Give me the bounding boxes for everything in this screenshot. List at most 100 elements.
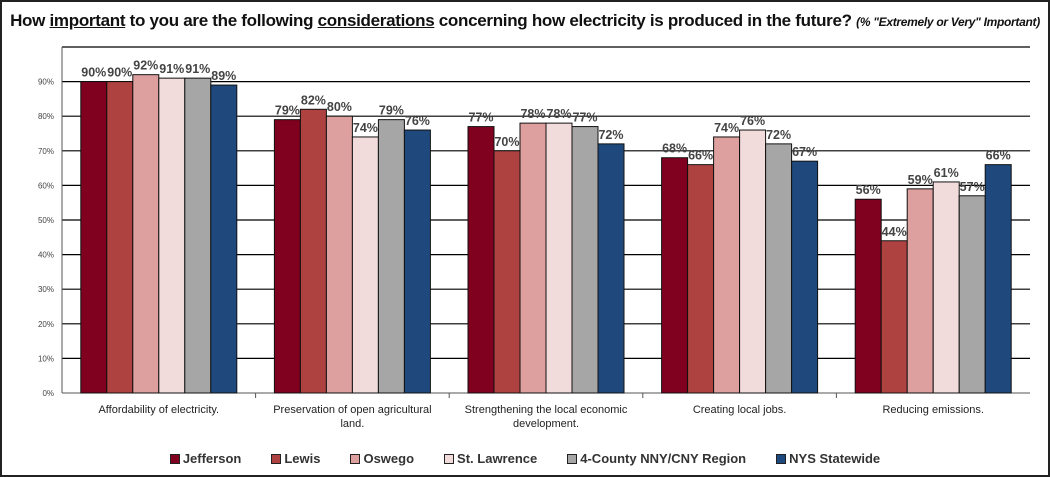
data-label: 56% bbox=[856, 183, 881, 197]
data-label: 68% bbox=[662, 142, 687, 156]
data-label: 77% bbox=[468, 111, 493, 125]
bar bbox=[467, 126, 495, 394]
data-label: 66% bbox=[688, 149, 713, 163]
legend-swatch bbox=[444, 453, 455, 464]
data-label: 74% bbox=[353, 121, 378, 135]
legend-label: NYS Statewide bbox=[789, 451, 881, 466]
y-tick-label: 40% bbox=[38, 251, 54, 260]
bar bbox=[713, 136, 741, 394]
bar bbox=[958, 195, 986, 394]
data-label: 76% bbox=[740, 114, 765, 128]
bar bbox=[984, 164, 1012, 394]
bar bbox=[906, 188, 934, 394]
bar bbox=[351, 136, 379, 394]
bar bbox=[325, 115, 353, 394]
bar bbox=[545, 122, 573, 394]
legend-label: St. Lawrence bbox=[457, 451, 538, 466]
bar bbox=[661, 157, 689, 394]
legend-swatch bbox=[776, 453, 787, 464]
y-tick-label: 20% bbox=[38, 320, 54, 329]
data-label: 72% bbox=[766, 128, 791, 142]
chart-title: How important to you are the following c… bbox=[2, 8, 1048, 35]
y-tick-label: 30% bbox=[38, 285, 54, 294]
y-tick-label: 0% bbox=[42, 389, 54, 398]
data-label: 44% bbox=[882, 225, 907, 239]
data-label: 91% bbox=[185, 62, 210, 76]
data-label: 92% bbox=[133, 59, 158, 73]
x-category-label: Reducing emissions. bbox=[882, 404, 984, 416]
bar bbox=[299, 108, 327, 394]
x-category-label: Preservation of open agricultural bbox=[273, 404, 431, 416]
title-text: to you are the following bbox=[125, 11, 318, 30]
x-category-label: land. bbox=[340, 418, 364, 430]
data-label: 61% bbox=[934, 166, 959, 180]
data-label: 90% bbox=[107, 66, 132, 80]
y-tick-label: 50% bbox=[38, 216, 54, 225]
bar bbox=[377, 119, 405, 394]
x-category-label: Creating local jobs. bbox=[693, 404, 787, 416]
data-label: 72% bbox=[598, 128, 623, 142]
bar bbox=[158, 77, 186, 394]
legend-item: NYS Statewide bbox=[776, 451, 880, 466]
data-label: 77% bbox=[572, 111, 597, 125]
x-category-label: Strengthening the local economic bbox=[465, 404, 628, 416]
data-label: 57% bbox=[960, 180, 985, 194]
data-label: 70% bbox=[494, 135, 519, 149]
title-emphasis: considerations bbox=[317, 11, 435, 30]
title-text: concerning how electricity is produced i… bbox=[434, 11, 857, 30]
data-label: 78% bbox=[520, 107, 545, 121]
data-label: 74% bbox=[714, 121, 739, 135]
bar bbox=[597, 143, 625, 394]
bar bbox=[519, 122, 547, 394]
data-label: 89% bbox=[211, 69, 236, 83]
bar bbox=[739, 129, 767, 394]
title-text: How bbox=[10, 11, 50, 30]
legend: Jefferson Lewis Oswego St. Lawrence 4-County… bbox=[2, 451, 1048, 466]
legend-swatch bbox=[350, 453, 361, 464]
data-label: 76% bbox=[405, 114, 430, 128]
title-emphasis: important bbox=[49, 11, 126, 30]
bar bbox=[80, 81, 108, 394]
bar bbox=[765, 143, 793, 394]
bar bbox=[854, 198, 882, 394]
x-category-label: development. bbox=[513, 418, 579, 430]
bar bbox=[493, 150, 521, 394]
data-label: 79% bbox=[379, 104, 404, 118]
data-label: 80% bbox=[327, 100, 352, 114]
legend-swatch bbox=[169, 453, 180, 464]
bar bbox=[403, 129, 431, 394]
legend-item: Oswego bbox=[350, 451, 414, 466]
bar bbox=[791, 160, 819, 394]
data-label: 78% bbox=[546, 107, 571, 121]
y-tick-label: 80% bbox=[38, 112, 54, 121]
data-label: 79% bbox=[275, 104, 300, 118]
legend-item: 4-County NNY/CNY Region bbox=[567, 451, 746, 466]
legend-item: Jefferson bbox=[169, 451, 242, 466]
y-tick-label: 90% bbox=[38, 78, 54, 87]
y-tick-label: 70% bbox=[38, 147, 54, 156]
legend-item: Lewis bbox=[271, 451, 320, 466]
data-label: 91% bbox=[159, 62, 184, 76]
data-label: 82% bbox=[301, 93, 326, 107]
bar bbox=[184, 77, 212, 394]
legend-label: Jefferson bbox=[182, 451, 242, 466]
data-label: 66% bbox=[986, 149, 1011, 163]
y-tick-label: 10% bbox=[38, 354, 54, 363]
bar bbox=[210, 84, 238, 394]
bar bbox=[880, 240, 908, 394]
chart-subtitle: (% "Extremely or Very" Important) bbox=[856, 15, 1040, 29]
y-tick-label: 60% bbox=[38, 181, 54, 190]
bar bbox=[687, 164, 715, 394]
data-label: 67% bbox=[792, 145, 817, 159]
legend-swatch bbox=[567, 453, 578, 464]
legend-label: Oswego bbox=[363, 451, 415, 466]
bar bbox=[932, 181, 960, 394]
legend-item: St. Lawrence bbox=[444, 451, 537, 466]
legend-swatch bbox=[271, 453, 282, 464]
bar bbox=[273, 119, 301, 394]
legend-label: Lewis bbox=[284, 451, 321, 466]
bar bbox=[106, 81, 134, 394]
x-category-label: Affordability of electricity. bbox=[98, 404, 219, 416]
